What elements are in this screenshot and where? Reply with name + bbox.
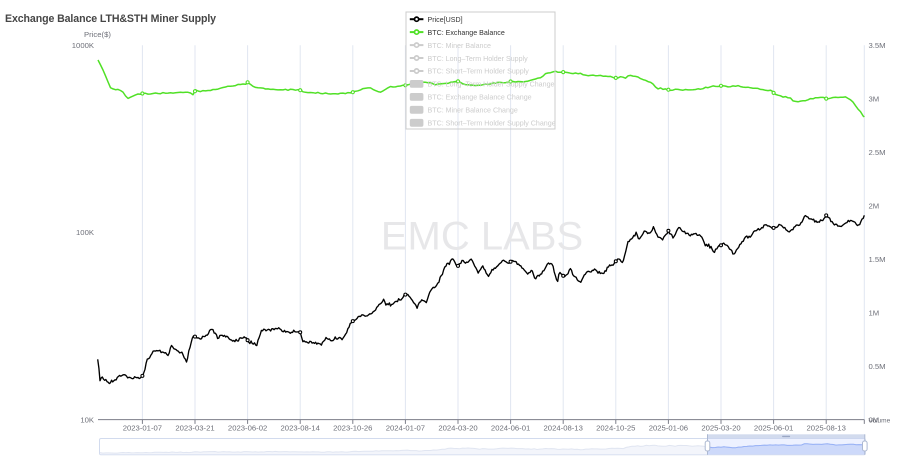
svg-text:3.5M: 3.5M xyxy=(869,41,886,50)
svg-text:BTC: Short–Term Holder Supply: BTC: Short–Term Holder Supply xyxy=(428,68,530,76)
svg-text:2024-01-07: 2024-01-07 xyxy=(386,424,425,433)
svg-text:BTC: Exchange Balance Change: BTC: Exchange Balance Change xyxy=(428,94,532,102)
svg-text:BTC: Exchange Balance: BTC: Exchange Balance xyxy=(428,29,505,37)
svg-text:Volume: Volume xyxy=(869,417,891,424)
svg-text:2M: 2M xyxy=(869,201,880,210)
svg-text:2023-01-07: 2023-01-07 xyxy=(123,424,162,433)
svg-text:2024-10-25: 2024-10-25 xyxy=(596,424,635,433)
svg-text:10K: 10K xyxy=(80,415,95,424)
svg-text:2025-06-01: 2025-06-01 xyxy=(754,424,793,433)
svg-text:2025-01-06: 2025-01-06 xyxy=(649,424,688,433)
svg-text:2023-03-21: 2023-03-21 xyxy=(175,424,214,433)
svg-text:2024-06-01: 2024-06-01 xyxy=(491,424,530,433)
svg-text:2024-08-13: 2024-08-13 xyxy=(544,424,583,433)
svg-text:3M: 3M xyxy=(869,95,880,104)
svg-text:BTC: Miner Balance Change: BTC: Miner Balance Change xyxy=(428,107,518,115)
svg-text:BTC: Long–Term Holder Supply: BTC: Long–Term Holder Supply xyxy=(428,55,529,63)
svg-text:BTC: Short–Term Holder Supply: BTC: Short–Term Holder Supply Change xyxy=(428,120,556,128)
svg-text:100K: 100K xyxy=(76,228,95,237)
svg-text:2023-06-02: 2023-06-02 xyxy=(228,424,267,433)
svg-text:2025-03-20: 2025-03-20 xyxy=(701,424,740,433)
svg-text:EMC LABS: EMC LABS xyxy=(381,215,583,259)
svg-text:0M: 0M xyxy=(869,415,880,424)
svg-text:0.5M: 0.5M xyxy=(869,362,886,371)
svg-text:2023-08-14: 2023-08-14 xyxy=(281,424,321,433)
svg-text:Price($): Price($) xyxy=(84,30,111,39)
svg-text:2023-10-26: 2023-10-26 xyxy=(333,424,372,433)
svg-text:BTC: Long–Term Holder Supply C: BTC: Long–Term Holder Supply Change xyxy=(428,81,555,89)
svg-text:1000K: 1000K xyxy=(72,41,95,50)
svg-text:Price[USD]: Price[USD] xyxy=(428,16,463,24)
svg-text:1M: 1M xyxy=(869,308,880,317)
svg-text:1.5M: 1.5M xyxy=(869,255,886,264)
svg-text:Exchange Balance LTH&STH Miner: Exchange Balance LTH&STH Miner Supply xyxy=(5,13,216,25)
svg-text:2024-03-20: 2024-03-20 xyxy=(438,424,477,433)
svg-text:2025-08-13: 2025-08-13 xyxy=(807,424,846,433)
svg-text:2.5M: 2.5M xyxy=(869,148,886,157)
svg-text:BTC: Miner Balance: BTC: Miner Balance xyxy=(428,42,492,50)
